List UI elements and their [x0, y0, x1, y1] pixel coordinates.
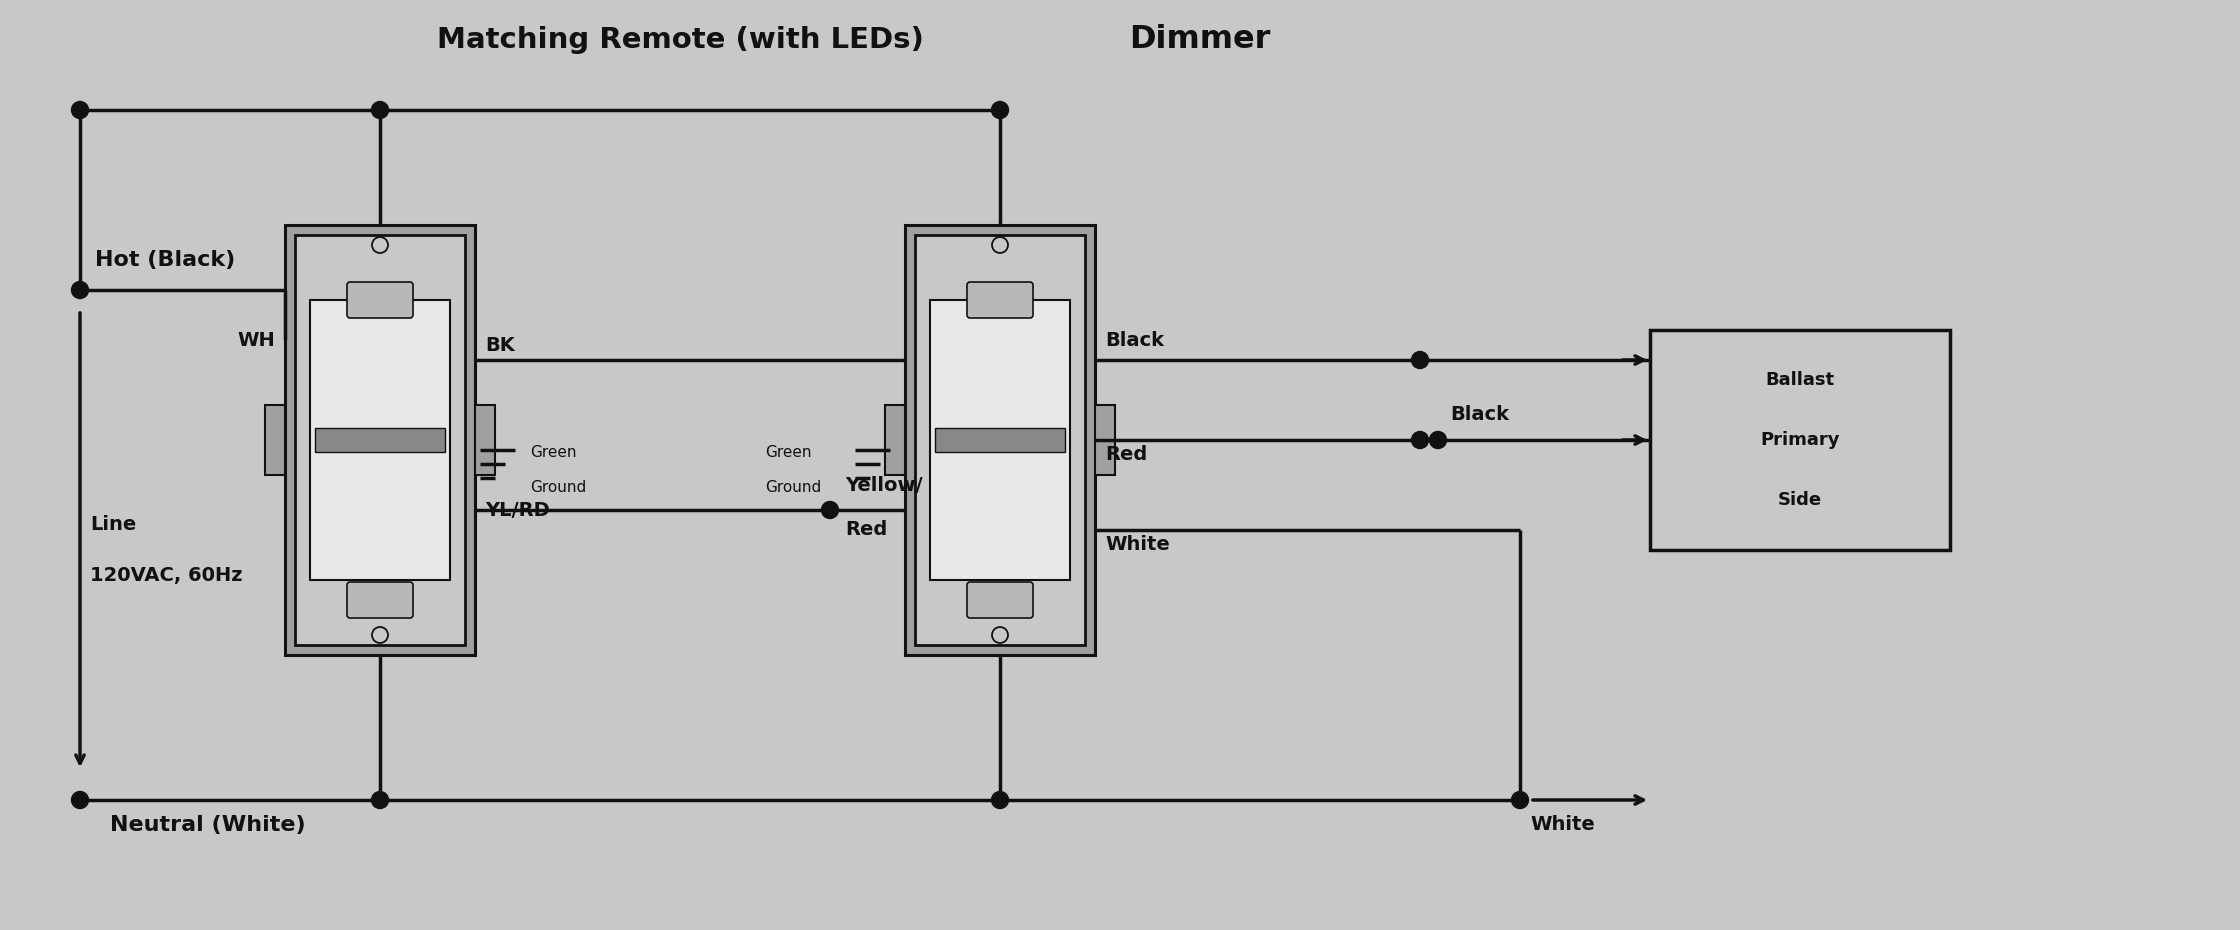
Text: Green: Green — [531, 445, 576, 460]
Bar — [885, 405, 905, 475]
Bar — [296, 235, 466, 645]
Text: Hot (Black): Hot (Black) — [94, 250, 235, 270]
Circle shape — [992, 791, 1008, 808]
Text: White: White — [1530, 815, 1595, 834]
FancyBboxPatch shape — [968, 582, 1033, 618]
Text: Yellow/: Yellow/ — [844, 476, 923, 495]
Circle shape — [1512, 791, 1528, 808]
Bar — [1095, 405, 1116, 475]
Bar — [264, 405, 284, 475]
Bar — [316, 428, 446, 452]
FancyBboxPatch shape — [347, 282, 412, 318]
Text: Red: Red — [1104, 445, 1147, 464]
Text: Side: Side — [1779, 491, 1821, 509]
Text: Neutral (White): Neutral (White) — [110, 815, 305, 835]
Bar — [905, 225, 1095, 655]
Text: BK: BK — [486, 336, 515, 355]
FancyBboxPatch shape — [968, 282, 1033, 318]
Text: Ballast: Ballast — [1765, 371, 1835, 389]
Circle shape — [822, 501, 838, 519]
Text: Black: Black — [1449, 405, 1510, 424]
Bar — [934, 428, 1064, 452]
Circle shape — [992, 101, 1008, 118]
Text: Line: Line — [90, 515, 137, 535]
Circle shape — [372, 791, 388, 808]
Circle shape — [372, 101, 388, 118]
Circle shape — [1411, 432, 1429, 448]
Text: YL/RD: YL/RD — [486, 500, 549, 520]
FancyBboxPatch shape — [347, 582, 412, 618]
Text: Ground: Ground — [531, 480, 587, 495]
Circle shape — [1429, 432, 1447, 448]
Bar — [309, 300, 450, 580]
Text: White: White — [1104, 535, 1169, 554]
Circle shape — [72, 282, 90, 299]
Bar — [1651, 330, 1951, 550]
Bar — [914, 235, 1084, 645]
Text: Ground: Ground — [766, 480, 822, 495]
Text: Red: Red — [844, 520, 887, 539]
Bar — [475, 405, 495, 475]
Text: Green: Green — [766, 445, 811, 460]
Text: Matching Remote (with LEDs): Matching Remote (with LEDs) — [437, 26, 923, 54]
Text: Black: Black — [1104, 331, 1165, 350]
Text: 120VAC, 60Hz: 120VAC, 60Hz — [90, 565, 242, 584]
Text: WH: WH — [237, 330, 276, 350]
Bar — [284, 225, 475, 655]
Text: Dimmer: Dimmer — [1129, 24, 1270, 56]
Circle shape — [1411, 352, 1429, 368]
Circle shape — [72, 791, 90, 808]
Circle shape — [72, 101, 90, 118]
Bar — [930, 300, 1071, 580]
Text: Primary: Primary — [1761, 431, 1839, 449]
